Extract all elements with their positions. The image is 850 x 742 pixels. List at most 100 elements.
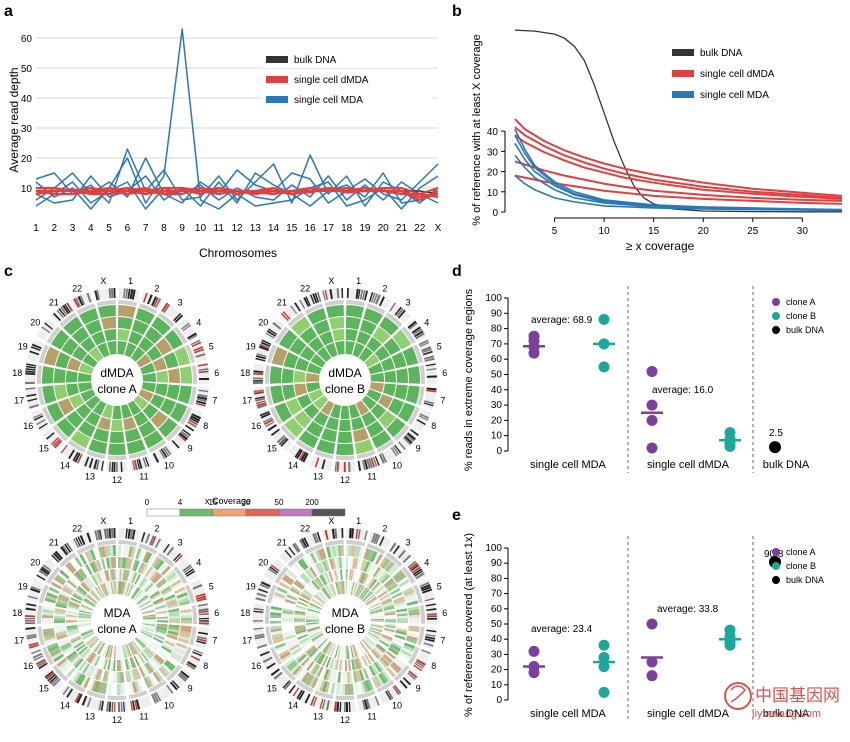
coverage-ring-segment [60, 661, 71, 672]
coverage-ring-segment [56, 417, 76, 438]
coverage-ring-segment [331, 545, 337, 557]
coverage-ring-segment [284, 598, 297, 605]
coverage-ring-segment [85, 596, 97, 606]
coverage-ring-segment [361, 395, 377, 410]
coverage-ring-segment [282, 620, 294, 624]
coverage-ring-segment [386, 417, 406, 438]
coverage-ring-segment [133, 589, 143, 601]
ideogram-stripe [45, 671, 55, 680]
legend-swatch [266, 96, 288, 103]
ideogram-stripe [416, 659, 426, 666]
coverage-ring-segment [92, 640, 102, 652]
coverage-ring-segment [119, 645, 122, 659]
watermark: 中国基因网 jiyinwang.com [724, 682, 840, 720]
scale-ring [67, 679, 86, 693]
ideogram-stripe [389, 302, 396, 312]
coverage-ring-segment [408, 628, 420, 633]
coverage-ring-segment [293, 581, 304, 591]
ideogram-stripe [295, 449, 303, 459]
ideogram-stripe [364, 290, 369, 301]
coverage-ring-segment [142, 623, 156, 627]
ideogram-stripe [198, 608, 209, 612]
chromosome-label: 5 [437, 582, 442, 592]
coverage-ring-segment [93, 587, 103, 600]
coverage-ring-segment [330, 583, 337, 596]
coverage-ring-segment [145, 647, 155, 657]
ideogram-stripe [108, 288, 112, 299]
ideogram-stripe [341, 288, 344, 299]
coverage-ring-segment [72, 558, 81, 569]
coverage-ring-segment [358, 641, 367, 654]
coverage-ring-segment [172, 581, 183, 590]
scale-ring [266, 584, 277, 604]
scale-ring [346, 300, 366, 307]
ideogram-stripe [398, 441, 406, 451]
ideogram-stripe [153, 692, 160, 703]
scale-ring [356, 690, 376, 700]
coverage-ring-segment [345, 671, 348, 683]
coverage-ring-segment [144, 663, 152, 674]
coverage-ring-segment [91, 331, 106, 346]
coverage-ring-segment [127, 643, 135, 656]
scale-ring [118, 540, 138, 547]
coverage-ring-segment [81, 581, 91, 592]
ideogram-stripe [357, 460, 362, 471]
coverage-ring-segment [71, 574, 82, 584]
ideogram-stripe [25, 620, 36, 622]
ideogram-stripe [256, 403, 268, 409]
coverage-ring-segment [155, 629, 167, 635]
scale-ring [128, 450, 148, 460]
coverage-ring-segment [309, 566, 318, 578]
scale-ring [407, 646, 420, 665]
coverage-ring-segment [383, 559, 393, 571]
coverage-ring-segment [291, 316, 311, 336]
coverage-ring-segment [156, 370, 168, 383]
coverage-ring-segment [271, 346, 288, 366]
coverage-ring-segment [354, 682, 360, 695]
coverage-ring-segment [271, 633, 283, 639]
chromosome-label: 15 [39, 443, 49, 453]
coverage-ring-segment [310, 600, 323, 608]
ideogram-stripe [106, 528, 110, 539]
coverage-ring-segment [156, 623, 168, 627]
coverage-ring-segment [101, 317, 117, 330]
scale-ring [385, 312, 403, 328]
ideogram-stripe [144, 456, 150, 467]
ideogram-stripe [373, 293, 378, 304]
coverage-ring-segment [381, 655, 392, 665]
coverage-ring-segment [303, 403, 320, 419]
coverage-ring-segment [53, 653, 65, 663]
coverage-ring-segment [63, 565, 73, 576]
coverage-ring-segment [345, 341, 355, 355]
circos-center-label: MDA [332, 606, 359, 620]
coverage-ring-segment [272, 597, 284, 604]
ideogram-stripe [180, 430, 190, 439]
coverage-ring-segment [54, 628, 67, 633]
chromosome-label: 12 [340, 475, 350, 485]
coverage-ring-segment [395, 628, 408, 633]
coverage-ring-segment [174, 586, 186, 594]
chromosome-label: 6 [442, 368, 447, 378]
ideogram-stripe [402, 554, 412, 564]
coverage-ring-segment [358, 546, 364, 559]
coverage-ring-segment [367, 578, 376, 588]
ideogram-stripe [426, 368, 437, 371]
ideogram-stripe [76, 453, 83, 464]
coverage-ring-segment [69, 634, 81, 640]
coverage-ring-segment [94, 587, 104, 599]
ideogram-stripe [198, 622, 209, 625]
ideogram-stripe [166, 684, 174, 694]
ideogram-stripe [41, 326, 51, 334]
coverage-ring-segment [337, 431, 353, 443]
y-tick-label: 50 [491, 370, 503, 381]
coverage-ring-segment [319, 561, 327, 573]
coverage-ring-segment [384, 612, 396, 616]
coverage-ring-segment [131, 681, 138, 693]
ideogram-stripe [198, 617, 209, 620]
coverage-ring-segment [309, 648, 319, 658]
coverage-ring-segment [168, 624, 180, 628]
ideogram-stripe [25, 381, 36, 385]
coverage-ring-segment [376, 674, 384, 686]
